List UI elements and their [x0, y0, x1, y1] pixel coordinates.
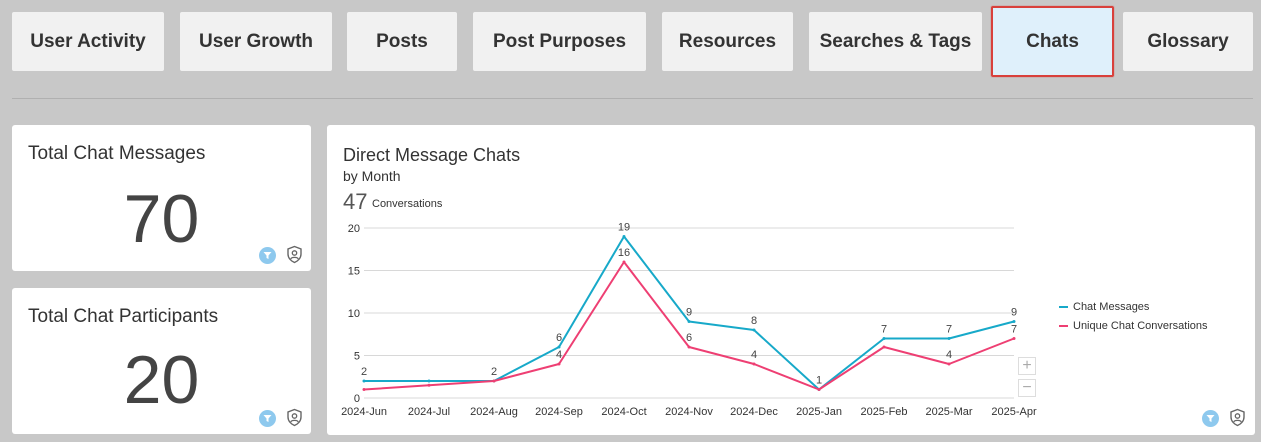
x-tick-label: 2024-Jun: [341, 406, 387, 418]
data-label: 4: [556, 349, 562, 361]
kpi-card-chat-messages: Total Chat Messages 70: [12, 125, 311, 271]
chart-title: Direct Message Chats: [343, 145, 521, 165]
data-label: 2: [361, 366, 367, 378]
data-point: [752, 362, 756, 366]
legend-label: Chat Messages: [1073, 300, 1150, 313]
x-tick-label: 2024-Dec: [730, 406, 778, 418]
shield-user-icon[interactable]: [285, 408, 304, 427]
data-point: [817, 388, 821, 391]
x-tick-label: 2024-Jul: [408, 406, 450, 418]
data-label: 4: [946, 349, 952, 361]
data-point: [622, 235, 626, 238]
tab-posts[interactable]: Posts: [347, 12, 457, 71]
tab-user-activity[interactable]: User Activity: [12, 12, 164, 71]
kpi-value: 70: [123, 181, 200, 257]
shield-user-icon[interactable]: [285, 245, 304, 264]
data-point: [492, 379, 496, 383]
data-label: 7: [946, 324, 952, 336]
filter-icon[interactable]: [259, 410, 276, 427]
tab-user-growth[interactable]: User Growth: [180, 12, 332, 71]
data-point: [882, 337, 886, 340]
x-tick-label: 2025-Feb: [860, 406, 907, 418]
zoom-in-button[interactable]: +: [1018, 357, 1036, 375]
data-point: [427, 379, 431, 383]
shield-user-icon[interactable]: [1228, 408, 1247, 427]
data-label: 16: [618, 247, 630, 259]
data-label: 7: [1011, 324, 1017, 336]
series-line-1: [363, 261, 1015, 391]
y-tick-label: 10: [348, 308, 360, 320]
tab-chats[interactable]: Chats: [991, 6, 1114, 77]
data-label: 4: [751, 349, 757, 361]
kpi-card-chat-participants: Total Chat Participants 20: [12, 288, 311, 434]
data-label: 6: [686, 332, 692, 344]
x-tick-label: 2024-Nov: [665, 406, 713, 418]
data-point: [427, 383, 431, 387]
x-tick-label: 2025-Apr: [991, 406, 1037, 418]
data-point: [1012, 337, 1016, 340]
tab-resources[interactable]: Resources: [662, 12, 793, 71]
x-tick-label: 2025-Jan: [796, 406, 842, 418]
x-tick-label: 2024-Oct: [601, 406, 646, 418]
data-point: [687, 345, 691, 349]
chart-subtitle: by Month: [343, 168, 401, 184]
y-tick-label: 0: [354, 393, 360, 405]
tab-searches-tags[interactable]: Searches & Tags: [809, 12, 982, 71]
data-point: [687, 320, 691, 323]
y-tick-label: 15: [348, 266, 360, 278]
x-tick-label: 2024-Sep: [535, 406, 583, 418]
tabs-divider: [12, 98, 1253, 99]
kpi-value: 20: [123, 342, 200, 418]
y-tick-label: 5: [354, 351, 360, 363]
data-label: 2: [491, 366, 497, 378]
filter-icon[interactable]: [259, 247, 276, 264]
legend-label: Unique Chat Conversations: [1073, 319, 1208, 332]
data-point: [557, 362, 561, 366]
line-chart: 0 5 10 15 20 2024-Jun 2024-Jul 2024-Aug 2024-Sep…: [341, 222, 1037, 419]
data-point: [752, 328, 756, 332]
data-point: [947, 362, 951, 366]
kpi-title: Total Chat Participants: [28, 306, 219, 327]
data-label: 9: [686, 307, 692, 319]
data-point: [362, 379, 366, 383]
zoom-out-button[interactable]: −: [1018, 379, 1036, 397]
data-point: [362, 388, 366, 391]
data-label: 9: [1011, 307, 1017, 319]
y-tick-label: 20: [348, 223, 360, 235]
data-point: [1012, 320, 1016, 323]
chart-legend: Chat Messages Unique Chat Conversations: [1059, 297, 1208, 335]
legend-item-chat-messages[interactable]: Chat Messages: [1059, 297, 1208, 316]
legend-item-unique-chat-conversations[interactable]: Unique Chat Conversations: [1059, 316, 1208, 335]
data-label: 7: [881, 324, 887, 336]
data-label: 19: [618, 222, 630, 234]
chart-card-direct-message-chats: Direct Message Chats by Month 47 Convers…: [327, 125, 1255, 435]
data-point: [947, 337, 951, 340]
tab-glossary[interactable]: Glossary: [1123, 12, 1253, 71]
filter-icon[interactable]: [1202, 410, 1219, 427]
x-tick-label: 2024-Aug: [470, 406, 518, 418]
chart-total-value: 47: [343, 189, 368, 214]
data-point: [622, 260, 626, 264]
legend-swatch: [1059, 324, 1068, 327]
data-label: 1: [816, 375, 822, 387]
legend-swatch: [1059, 305, 1068, 308]
x-tick-label: 2025-Mar: [925, 406, 972, 418]
tab-post-purposes[interactable]: Post Purposes: [473, 12, 646, 71]
chart-total-label: Conversations: [372, 198, 443, 210]
data-point: [882, 345, 886, 349]
data-point: [557, 345, 561, 349]
kpi-title: Total Chat Messages: [28, 143, 206, 164]
data-label: 8: [751, 315, 757, 327]
data-label: 6: [556, 332, 562, 344]
